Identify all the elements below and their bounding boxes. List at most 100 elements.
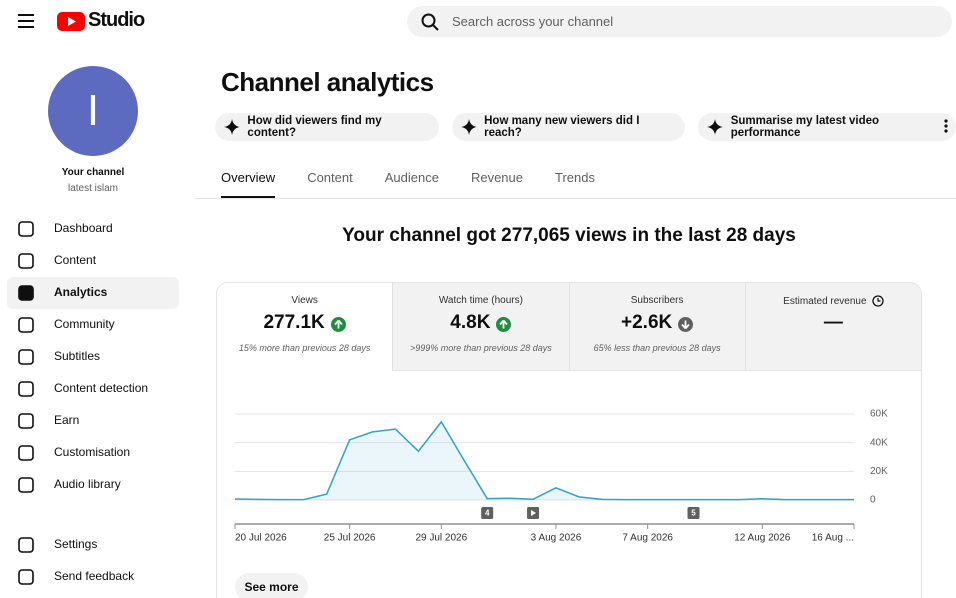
trend-arrow — [499, 319, 509, 328]
nav-item[interactable]: Analytics — [54, 285, 108, 299]
series-line — [234, 420, 854, 501]
metric-value-row: 4.8K — [393, 312, 568, 334]
icon — [18, 569, 34, 585]
tab[interactable]: Trends — [555, 170, 595, 185]
icon — [224, 119, 240, 135]
icon — [18, 349, 34, 365]
chip-label: How many new viewers did I reach? — [484, 115, 640, 139]
metric-card[interactable]: Watch time (hours) 4.8K >999% more than pr… — [392, 283, 569, 371]
search-icon — [421, 13, 439, 31]
annotation-play — [531, 510, 537, 516]
icon — [18, 477, 34, 493]
nav-icon — [18, 285, 34, 301]
nav-item[interactable]: Content detection — [54, 381, 149, 395]
nav-item[interactable]: Earn — [54, 413, 80, 427]
icon — [18, 285, 34, 301]
metric-header: Estimated revenue — [746, 295, 921, 307]
metric-value: 277.1K — [263, 312, 325, 333]
metric-header: Watch time (hours) — [393, 295, 568, 306]
suggestion-chip[interactable]: Summarise my latest video performance — [698, 113, 956, 141]
more-button[interactable] — [943, 118, 949, 134]
nav-icon — [18, 381, 34, 397]
icon — [871, 295, 884, 307]
nav-item[interactable]: Customisation — [54, 445, 131, 459]
trend-arrow — [681, 320, 690, 329]
icon — [460, 119, 477, 135]
x-tick-label: 7 Aug 2026 — [622, 533, 673, 544]
metric-note: 65% less than previous 28 days — [593, 343, 721, 353]
nav-icon — [18, 349, 34, 365]
analytics-panel: Views 277.1K 15% more than previous 28 day… — [216, 282, 922, 598]
avatar[interactable]: I — [48, 66, 138, 156]
nav-item[interactable]: Send feedback — [54, 569, 135, 583]
y-tick-label: 0 — [870, 495, 876, 506]
metric-card[interactable]: Views 277.1K 15% more than previous 28 day… — [217, 283, 393, 371]
metric-label: Subscribers — [630, 295, 684, 306]
metric-header: Views — [217, 295, 392, 306]
metric-value: 4.8K — [450, 312, 491, 333]
annotation-badge — [481, 507, 494, 519]
y-tick-label: 60K — [870, 409, 888, 420]
metric-value-row: +2.6K — [570, 312, 745, 334]
suggestion-chip[interactable]: How did viewers find my content? — [215, 113, 439, 141]
nav-item[interactable]: Community — [54, 317, 115, 331]
x-tick-label: 16 Aug ... — [812, 533, 854, 544]
x-tick-label: 12 Aug 2026 — [734, 533, 791, 544]
metric-label: Views — [291, 295, 318, 306]
headline: Your channel got 277,065 views in the la… — [342, 225, 796, 246]
x-tick-label: 3 Aug 2026 — [531, 533, 582, 544]
metric-note: >999% more than previous 28 days — [409, 343, 552, 353]
icon — [18, 445, 34, 461]
metric-value: — — [823, 312, 843, 333]
icon — [330, 316, 346, 332]
series-area — [235, 421, 854, 500]
spark-icon — [460, 119, 477, 135]
metric-card[interactable]: Estimated revenue — — [744, 283, 921, 371]
suggestion-chip[interactable]: How many new viewers did I reach? — [451, 113, 686, 141]
search-bar[interactable]: Search across your channel — [407, 6, 952, 37]
icon — [678, 316, 694, 332]
nav-icon — [18, 569, 34, 585]
nav-icon — [18, 537, 34, 553]
icon — [18, 537, 34, 553]
menu-button[interactable] — [18, 14, 34, 28]
nav-icon — [18, 253, 34, 269]
x-tick-label: 29 Jul 2026 — [415, 533, 467, 544]
logo-icon[interactable] — [57, 12, 85, 31]
tab[interactable]: Content — [307, 170, 353, 185]
annotation-label: 5 — [691, 509, 696, 518]
divider — [195, 198, 956, 199]
tab[interactable]: Overview — [221, 170, 276, 198]
nav-icon — [18, 221, 34, 237]
logo-text[interactable]: Studio — [88, 9, 145, 31]
annotation-label: 4 — [485, 509, 490, 518]
icon — [18, 317, 34, 333]
spark-icon — [224, 119, 240, 135]
nav-item[interactable]: Dashboard — [54, 221, 113, 235]
icon — [18, 381, 34, 397]
nav-icon — [18, 413, 34, 429]
metric-note: 15% more than previous 28 days — [238, 343, 371, 353]
nav-icon — [18, 445, 34, 461]
nav-item[interactable]: Content — [54, 253, 97, 267]
icon — [18, 413, 34, 429]
y-tick-label: 20K — [870, 466, 888, 477]
nav-icon — [18, 317, 34, 333]
trend-arrow — [334, 319, 343, 328]
nav-item[interactable]: Settings — [54, 537, 98, 551]
chips: How did viewers find my content? How many… — [215, 113, 956, 141]
nav-item[interactable]: Subtitles — [54, 349, 101, 363]
tab[interactable]: Audience — [384, 170, 439, 185]
icon — [18, 253, 34, 269]
channel-name: latest islam — [67, 183, 118, 194]
tab[interactable]: Revenue — [470, 170, 523, 185]
x-tick-label: 20 Jul 2026 — [235, 533, 287, 544]
see-more-button[interactable]: See more — [235, 573, 308, 598]
metric-value-row: — — [746, 312, 921, 334]
metric-card[interactable]: Subscribers +2.6K 65% less than previous 2… — [568, 283, 745, 371]
page-title: Channel analytics — [221, 67, 434, 97]
nav-item[interactable]: Audio library — [54, 477, 121, 491]
channel-label: Your channel — [61, 167, 125, 178]
